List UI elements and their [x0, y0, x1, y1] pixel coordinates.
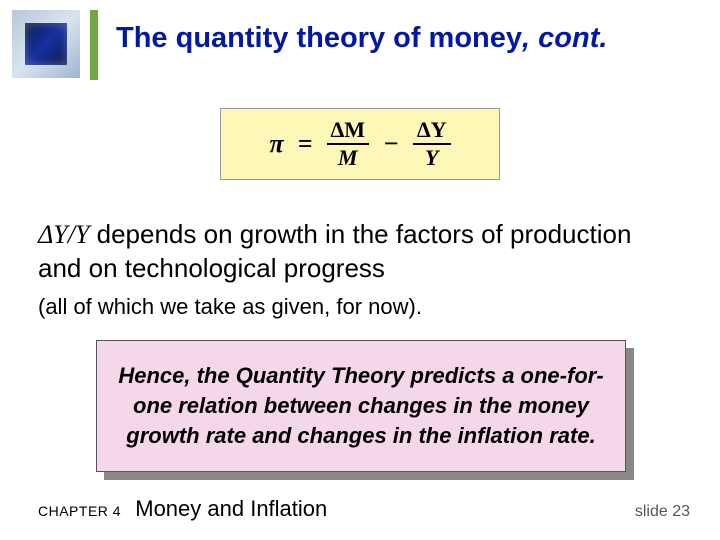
eq-frac-y: ΔY Y	[413, 119, 451, 169]
eq-num-m: ΔM	[327, 119, 370, 145]
body-sym: ΔY/Y	[38, 220, 89, 249]
accent-bar	[90, 10, 98, 80]
callout-text: Hence, the Quantity Theory predicts a on…	[117, 361, 605, 450]
eq-frac-m: ΔM M	[327, 119, 370, 169]
body-paragraph-1: ΔY/Y depends on growth in the factors of…	[38, 218, 680, 286]
chapter-title: Money and Inflation	[135, 496, 327, 521]
eq-lhs: π	[269, 129, 283, 159]
body-rest: depends on growth in the factors of prod…	[38, 219, 631, 283]
footer-left: CHAPTER 4 Money and Inflation	[38, 496, 327, 522]
eq-den-m: M	[338, 145, 358, 169]
slide-number: slide 23	[635, 503, 690, 521]
callout-box: Hence, the Quantity Theory predicts a on…	[96, 340, 626, 472]
logo-frame	[12, 10, 80, 78]
eq-den-y: Y	[425, 145, 438, 169]
body-paragraph-2: (all of which we take as given, for now)…	[38, 294, 680, 320]
slide-title: The quantity theory of money, cont.	[116, 22, 607, 55]
title-suffix: , cont.	[522, 22, 607, 54]
eq-equals: =	[298, 129, 313, 159]
equation-box: π = ΔM M − ΔY Y	[220, 108, 500, 180]
footer: CHAPTER 4 Money and Inflation slide 23	[38, 496, 690, 522]
equation: π = ΔM M − ΔY Y	[269, 119, 450, 169]
title-main: The quantity theory of money	[116, 22, 522, 54]
logo	[12, 10, 80, 78]
eq-minus: −	[383, 129, 399, 159]
logo-core	[25, 23, 67, 65]
chapter-label: CHAPTER 4	[38, 503, 121, 519]
eq-num-y: ΔY	[413, 119, 451, 145]
